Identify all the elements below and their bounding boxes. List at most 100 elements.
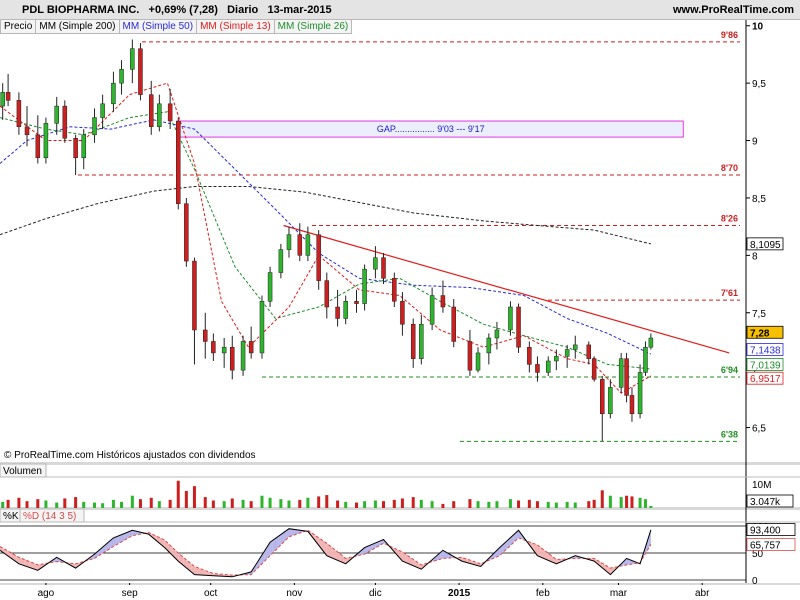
legend-ma50[interactable]: MM (Simple 50) bbox=[118, 20, 198, 34]
price-tick-label: 7 bbox=[752, 366, 758, 377]
candle-body bbox=[73, 137, 78, 159]
legend-price[interactable]: Precio bbox=[0, 20, 37, 34]
candle-body bbox=[591, 358, 597, 380]
candle-body bbox=[192, 260, 197, 331]
stoch-fill bbox=[410, 557, 414, 566]
volume-label: Volumen bbox=[3, 466, 42, 477]
site-url[interactable]: www.ProRealTime.com bbox=[672, 4, 794, 16]
stoch-fill bbox=[178, 553, 181, 564]
candle-body bbox=[494, 329, 500, 339]
volume-bar bbox=[487, 501, 491, 508]
candle-body bbox=[381, 257, 386, 279]
volume-bar bbox=[643, 499, 647, 508]
stoch-fill bbox=[110, 537, 114, 549]
indicator-legend: Precio MM (Simple 200) MM (Simple 50) MM (S… bbox=[0, 20, 353, 34]
stoch-fill bbox=[280, 532, 284, 545]
ma200-line bbox=[0, 186, 652, 245]
stoch-fill bbox=[259, 554, 262, 567]
candle-body bbox=[167, 103, 173, 122]
candle-body bbox=[637, 372, 643, 415]
price-change: +0,69% (7,28) bbox=[148, 4, 218, 16]
stoch-fill bbox=[32, 562, 36, 570]
candle-body bbox=[286, 234, 292, 250]
stoch-tick-label: 50 bbox=[752, 549, 764, 560]
stoch-fill bbox=[397, 549, 400, 559]
candle-body bbox=[410, 323, 416, 359]
candle-body bbox=[81, 134, 86, 159]
stoch-fill bbox=[550, 555, 554, 563]
last-price-tag: 7,28 bbox=[750, 328, 770, 339]
candle-body bbox=[43, 123, 49, 159]
volume-bar bbox=[168, 499, 172, 508]
stoch-d-line bbox=[0, 529, 652, 576]
stoch-fill bbox=[394, 548, 398, 555]
stoch-fill bbox=[559, 559, 562, 563]
candle-body bbox=[392, 278, 397, 302]
stoch-fill bbox=[183, 557, 187, 568]
stoch-fill bbox=[372, 542, 376, 550]
candle-body bbox=[203, 329, 208, 342]
volume-bar bbox=[382, 501, 386, 508]
candle-body bbox=[545, 360, 551, 373]
stoch-fill bbox=[132, 530, 136, 536]
volume-bar bbox=[241, 499, 245, 508]
volume-bar bbox=[649, 505, 653, 508]
candle-body bbox=[221, 346, 227, 354]
stoch-fill bbox=[91, 554, 95, 560]
volume-bar bbox=[400, 498, 404, 508]
volume-bar bbox=[203, 497, 207, 508]
volume-last-box bbox=[746, 494, 794, 508]
stoch-fill bbox=[189, 562, 192, 573]
candle-body bbox=[335, 306, 340, 319]
volume-bar bbox=[517, 500, 521, 508]
candle-body bbox=[130, 48, 135, 70]
candle-body bbox=[362, 268, 367, 304]
price-tick-label: 8 bbox=[752, 251, 758, 262]
candle-body bbox=[554, 356, 559, 362]
level-label: 6'38 bbox=[721, 429, 738, 439]
stoch-fill bbox=[434, 555, 438, 561]
volume-bar bbox=[573, 502, 577, 508]
candle-body bbox=[184, 203, 189, 262]
stoch-fill bbox=[553, 557, 557, 564]
time-axis-label: ago bbox=[38, 588, 55, 599]
volume-bar bbox=[249, 501, 253, 508]
stoch-fill bbox=[27, 560, 30, 568]
level-label: 7'61 bbox=[721, 288, 738, 298]
price-tick-label: 9 bbox=[752, 137, 758, 148]
stoch-k-line bbox=[0, 528, 652, 578]
candle-body bbox=[278, 249, 284, 273]
legend-ma13[interactable]: MM (Simple 13) bbox=[196, 20, 275, 34]
candle-body bbox=[248, 341, 254, 354]
volume-bar bbox=[630, 496, 634, 508]
stoch-k-value-box bbox=[746, 523, 796, 536]
stoch-fill bbox=[442, 550, 446, 559]
stoch-fill bbox=[35, 563, 38, 571]
stoch-fill bbox=[378, 540, 381, 547]
candle-body bbox=[62, 105, 68, 139]
legend-ma200[interactable]: MM (Simple 200) bbox=[35, 20, 120, 34]
volume-bar bbox=[373, 500, 377, 508]
legend-ma26[interactable]: MM (Simple 26) bbox=[273, 20, 353, 34]
candle-body bbox=[629, 395, 635, 415]
time-axis-bg bbox=[0, 585, 800, 600]
volume-bar bbox=[230, 498, 234, 508]
time-axis-label: abr bbox=[695, 588, 710, 599]
volume-bar bbox=[546, 501, 550, 508]
candle-body bbox=[92, 117, 97, 136]
candle-body bbox=[138, 48, 143, 95]
ma13-value-tag-box bbox=[746, 371, 784, 385]
stoch-fill bbox=[124, 532, 127, 541]
stoch-fill bbox=[294, 529, 298, 535]
stoch-fill bbox=[108, 540, 111, 550]
candle-body bbox=[54, 105, 59, 124]
stoch-fill bbox=[494, 550, 497, 559]
time-axis-label: feb bbox=[536, 588, 550, 599]
volume-bar bbox=[6, 499, 10, 508]
stoch-fill bbox=[623, 558, 627, 566]
price-tick-label: 9,5 bbox=[752, 79, 766, 90]
candle-body bbox=[573, 344, 578, 350]
volume-bar bbox=[344, 501, 348, 508]
stoch-fill bbox=[326, 543, 330, 557]
